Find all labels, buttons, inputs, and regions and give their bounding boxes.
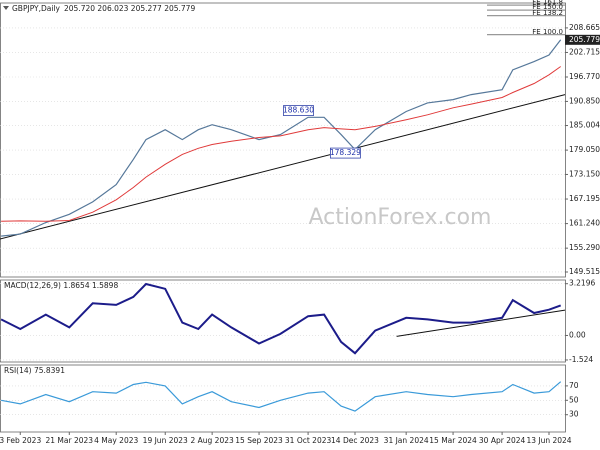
price-annotation: 188.630: [283, 106, 314, 115]
y-tick-label: -1.524: [569, 355, 593, 364]
price-annotation: 178.329: [330, 148, 361, 157]
y-tick-label: 190.850: [569, 96, 600, 105]
last-price: 205.779: [569, 35, 600, 44]
y-tick-label: 208.665: [569, 23, 600, 32]
y-tick-label: 173.150: [569, 169, 600, 178]
series-line: [0, 381, 562, 412]
title-icon: [3, 6, 9, 10]
y-tick-label: 202.715: [569, 47, 600, 56]
panel-frame: [0, 364, 566, 433]
x-tick-label: 31 Oct 2023: [285, 436, 332, 445]
x-tick-label: 15 Mar 2024: [429, 436, 477, 445]
series-line: [0, 282, 562, 355]
y-tick-label: 167.195: [569, 194, 600, 203]
y-tick-label: 50: [569, 395, 579, 404]
fib-label: FE 138.2: [532, 9, 563, 17]
y-tick-label: 161.240: [569, 219, 600, 228]
panel-title: GBPJPY,Daily: [12, 4, 61, 13]
last-price-box: [565, 34, 600, 45]
y-tick-label: 179.050: [569, 145, 600, 154]
x-tick-label: 4 May 2023: [94, 436, 138, 445]
fib-label: FE 100.0: [532, 28, 563, 36]
trendline: [396, 309, 566, 337]
x-tick-label: 14 Dec 2023: [331, 436, 379, 445]
x-tick-label: 13 Jun 2024: [526, 436, 571, 445]
fib-label: FE 161.8: [532, 0, 563, 6]
y-tick-label: 70: [569, 381, 579, 390]
x-tick-label: 30 Apr 2024: [479, 436, 526, 445]
fib-label: FE 150.0: [532, 3, 563, 11]
x-tick-label: 31 Jan 2024: [384, 436, 429, 445]
price-annotation-box: [329, 147, 361, 159]
x-tick-label: 3 Feb 2023: [0, 436, 41, 445]
panel-frame: [0, 2, 566, 278]
y-tick-label: 0.00: [569, 330, 586, 339]
x-tick-label: 2 Aug 2023: [191, 436, 234, 445]
y-tick-label: 155.290: [569, 243, 600, 252]
y-tick-label: 3.2196: [569, 279, 595, 288]
panel-title: MACD(12,26,9) 1.8654 1.5898: [4, 281, 118, 290]
series-line: [1, 39, 562, 237]
y-tick-label: 30: [569, 410, 579, 419]
price-annotation-box: [283, 105, 314, 116]
y-tick-label: 196.770: [569, 72, 600, 81]
panel-subtitle: 205.720 206.023 205.277 205.779: [64, 4, 195, 13]
panel-title: RSI(14) 75.8391: [4, 366, 65, 375]
x-tick-label: 19 Jun 2023: [143, 436, 188, 445]
x-tick-label: 15 Sep 2023: [235, 436, 283, 445]
trendline: [0, 94, 566, 240]
x-tick-label: 21 Mar 2023: [46, 436, 94, 445]
y-tick-label: 149.515: [569, 267, 600, 276]
panel-frame: [0, 279, 566, 363]
y-tick-label: 185.004: [569, 121, 600, 130]
series-line: [1, 66, 561, 222]
watermark: ActionForex.com: [309, 205, 492, 230]
